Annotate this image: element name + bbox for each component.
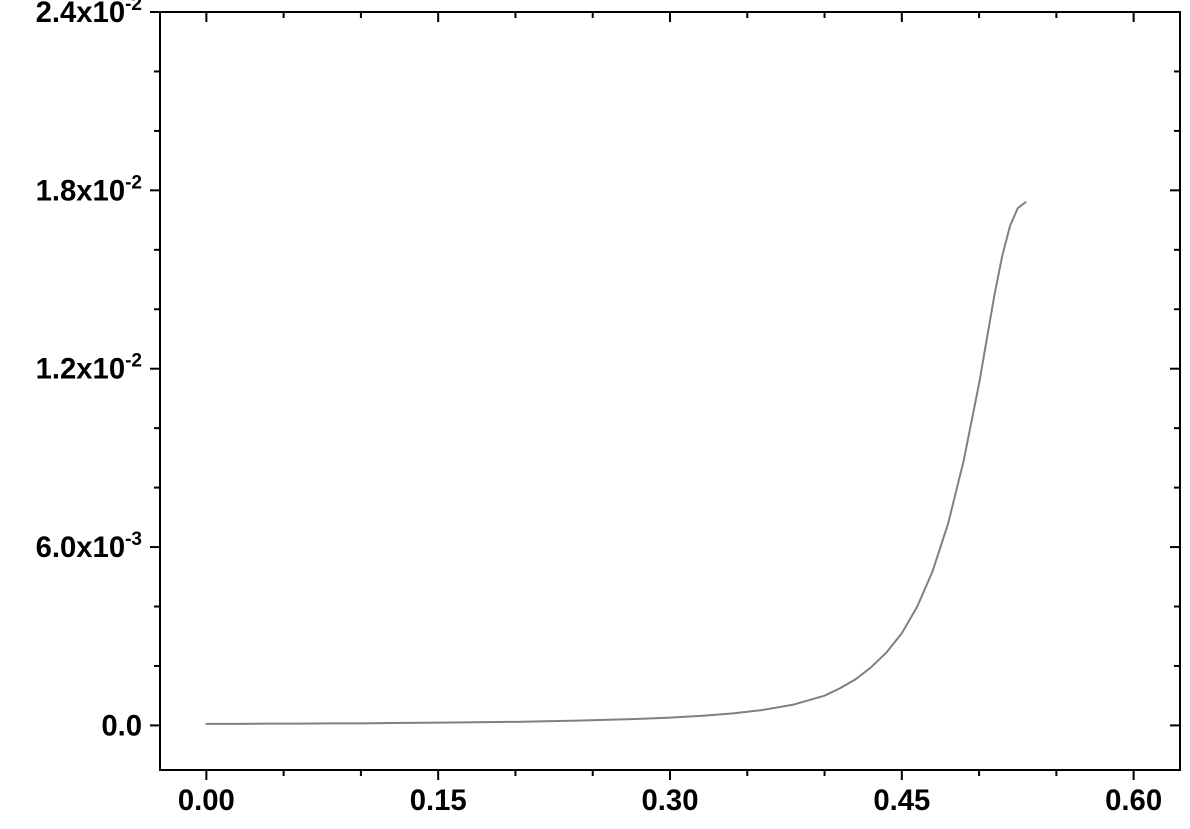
x-tick-label: 0.00 [178,785,235,817]
x-tick-label: 0.15 [410,785,467,817]
line-chart: 0.000.150.300.450.600.06.0x10-31.2x10-21… [0,0,1190,829]
x-tick-label: 0.60 [1105,785,1162,817]
y-tick-label: 0.0 [101,710,142,742]
x-tick-label: 0.30 [642,785,699,817]
x-tick-label: 0.45 [873,785,930,817]
chart-svg: 0.000.150.300.450.600.06.0x10-31.2x10-21… [0,0,1190,829]
